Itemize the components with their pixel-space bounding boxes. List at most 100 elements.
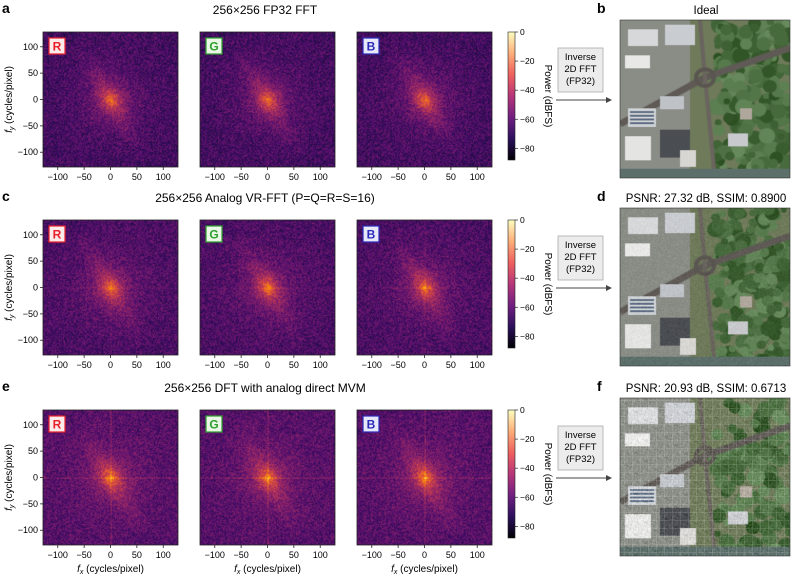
colorbar-tick-label: −20 xyxy=(520,56,535,66)
x-tick-label: −50 xyxy=(390,360,405,370)
panel-letter: a xyxy=(2,0,10,16)
channel-badge-label: G xyxy=(209,418,218,432)
spectrum-plot: G −100 −50 0 50 100 fx (cycles/pixel) xyxy=(199,409,336,576)
colorbar-gradient xyxy=(507,31,516,161)
x-tick-label: −100 xyxy=(48,360,68,370)
x-tick-label: 0 xyxy=(108,172,113,182)
x-tick-label: 0 xyxy=(265,550,270,560)
row-title: 256×256 FP32 FFT xyxy=(213,3,318,17)
x-tick-label: 50 xyxy=(446,360,456,370)
channel-badge: R xyxy=(48,37,66,55)
channel-badge-box xyxy=(362,37,380,55)
x-tick-label: −50 xyxy=(76,172,91,182)
channel-badge-box xyxy=(205,225,223,243)
arrow-head xyxy=(606,97,612,103)
y-tick-label: −50 xyxy=(23,121,38,131)
colorbar-label: Power (dBFS) xyxy=(542,443,553,506)
colorbar-tick-label: 0 xyxy=(520,27,525,37)
spectrum-plot: R −100 −50 0 50 100 100 50 0 −50 −100 fy (cycles/pi… xyxy=(4,409,179,576)
x-tick-label: −100 xyxy=(362,172,382,182)
x-tick-label: −100 xyxy=(205,360,225,370)
x-tick-label: 50 xyxy=(289,550,299,560)
inverse-fft-button-box xyxy=(557,47,604,93)
y-axis-label: fy (cycles/pixel) xyxy=(4,254,16,321)
channel-badge-label: R xyxy=(53,418,62,432)
y-tick-label: 100 xyxy=(23,420,38,430)
channel-badge: B xyxy=(362,415,380,433)
channel-badge-label: B xyxy=(367,228,376,242)
colorbar: 0 −20 −40 −60 −80 Power (dBFS) xyxy=(507,27,553,161)
y-tick-label: 50 xyxy=(28,68,38,78)
reconstruction-title: PSNR: 27.32 dB, SSIM: 0.8900 xyxy=(626,193,786,205)
image-frame xyxy=(619,397,791,557)
y-tick-label: −100 xyxy=(18,147,38,157)
x-tick-label: 100 xyxy=(313,172,328,182)
colorbar-tick-label: −40 xyxy=(520,85,535,95)
channel-badge-box xyxy=(48,37,66,55)
figure-row: c 256×256 Analog VR-FFT (P=Q=R=S=16) R −100… xyxy=(2,188,791,370)
spectrum-plot: G −100 −50 0 50 100 xyxy=(199,31,336,182)
y-tick-label: 50 xyxy=(28,446,38,456)
row-title: 256×256 DFT with analog direct MVM xyxy=(164,381,366,395)
inverse-fft-button-line: (FP32) xyxy=(566,76,595,87)
inverse-fft-button-line: Inverse xyxy=(565,430,596,441)
y-axis-label: fy (cycles/pixel) xyxy=(4,66,16,133)
channel-badge-box xyxy=(48,415,66,433)
x-tick-label: −50 xyxy=(233,172,248,182)
y-tick-label: 100 xyxy=(23,42,38,52)
spectrum-plot: B −100 −50 0 50 100 fx (cycles/pixel) xyxy=(356,409,493,576)
channel-badge-box xyxy=(205,37,223,55)
channel-badge-box xyxy=(362,415,380,433)
reconstruction-title: Ideal xyxy=(694,5,719,17)
channel-badge: G xyxy=(205,37,223,55)
x-tick-label: 0 xyxy=(422,550,427,560)
colorbar: 0 −20 −40 −60 −80 Power (dBFS) xyxy=(507,405,553,539)
channel-badge: G xyxy=(205,225,223,243)
inverse-fft-button-line: Inverse xyxy=(565,240,596,251)
x-tick-label: 0 xyxy=(108,550,113,560)
inverse-fft-button-line: 2D FFT xyxy=(564,252,596,263)
spectrum-plot: B −100 −50 0 50 100 xyxy=(356,219,493,370)
x-tick-label: −100 xyxy=(205,172,225,182)
y-axis-label: fy (cycles/pixel) xyxy=(4,444,16,511)
x-tick-label: 50 xyxy=(446,550,456,560)
channel-badge-label: R xyxy=(53,228,62,242)
panel-letter: d xyxy=(597,188,606,204)
panel-letter: f xyxy=(597,378,602,394)
x-tick-label: −50 xyxy=(76,550,91,560)
panel-letter: c xyxy=(2,188,10,204)
panel-letter: e xyxy=(2,378,10,394)
x-tick-label: −100 xyxy=(48,550,68,560)
x-tick-label: −100 xyxy=(362,360,382,370)
x-tick-label: 50 xyxy=(289,172,299,182)
y-tick-label: 0 xyxy=(33,473,38,483)
x-tick-label: 50 xyxy=(289,360,299,370)
image-frame xyxy=(619,19,791,179)
x-tick-label: 50 xyxy=(446,172,456,182)
x-tick-label: 0 xyxy=(422,172,427,182)
y-tick-label: 0 xyxy=(33,283,38,293)
x-axis-label: fx (cycles/pixel) xyxy=(234,564,301,576)
channel-badge: G xyxy=(205,415,223,433)
reconstructed-image xyxy=(620,208,790,366)
channel-badge: B xyxy=(362,225,380,243)
x-tick-label: 0 xyxy=(422,360,427,370)
x-tick-label: 0 xyxy=(265,172,270,182)
x-tick-label: 0 xyxy=(265,360,270,370)
colorbar: 0 −20 −40 −60 −80 Power (dBFS) xyxy=(507,215,553,349)
panel-letter: b xyxy=(597,0,606,16)
colorbar-gradient xyxy=(507,219,516,349)
x-tick-label: −100 xyxy=(362,550,382,560)
colorbar-tick-label: −20 xyxy=(520,434,535,444)
colorbar-label: Power (dBFS) xyxy=(542,253,553,316)
x-tick-label: −50 xyxy=(76,360,91,370)
inverse-fft-button-box xyxy=(557,235,604,281)
channel-badge-label: G xyxy=(209,228,218,242)
figure-row: e 256×256 DFT with analog direct MVM R −100… xyxy=(2,378,791,576)
channel-badge: R xyxy=(48,415,66,433)
x-tick-label: −100 xyxy=(205,550,225,560)
x-tick-label: 100 xyxy=(156,172,171,182)
x-tick-label: 100 xyxy=(156,550,171,560)
